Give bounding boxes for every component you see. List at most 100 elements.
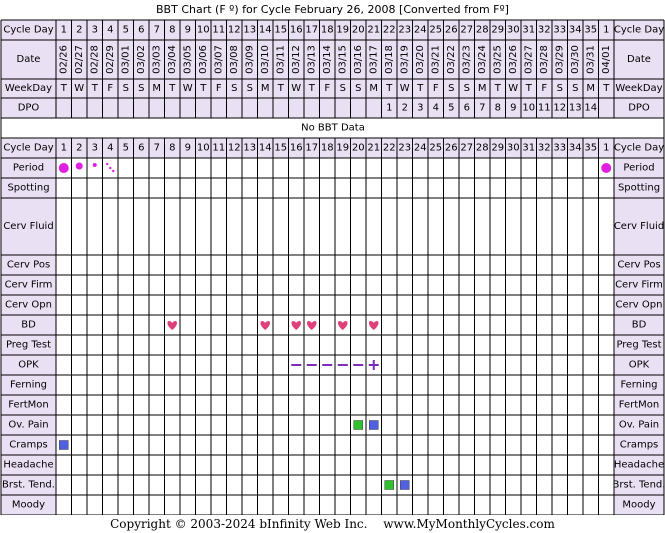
bd-heart-icon[interactable] [167, 321, 178, 330]
bd-heart-icon[interactable] [337, 321, 348, 330]
row-label-left-spotting: Spotting [7, 183, 49, 194]
row-label-left-cerv_pos: Cerv Pos [7, 260, 50, 271]
cycle-day-cell: 7 [154, 143, 160, 154]
dpo-cell: 2 [402, 103, 408, 114]
date-cell: 03/08 [229, 45, 240, 74]
bd-heart-icon[interactable] [291, 321, 302, 330]
breast-tenderness-marker[interactable] [384, 480, 394, 490]
date-cell: 03/28 [539, 45, 550, 74]
cycle-day-cell: 3 [92, 143, 98, 154]
cycle-day-cell: 1 [61, 143, 67, 154]
row-label-right-preg_test: Preg Test [616, 340, 661, 351]
row-label-right-cerv_fluid: Cerv Fluid [614, 221, 664, 232]
cycle-day-cell: 30 [507, 25, 520, 36]
ov-pain-marker[interactable] [353, 420, 363, 430]
row-label-right-ov_pain: Ov. Pain [619, 420, 659, 431]
row-label-right-cerv_pos: Cerv Pos [617, 260, 660, 271]
cycle-day-cell: 3 [92, 25, 98, 36]
cycle-day-cell: 10 [197, 143, 210, 154]
cycle-day-cell: 25 [429, 143, 442, 154]
opk-positive-icon[interactable] [368, 360, 379, 370]
cycle-day-cell: 31 [522, 143, 535, 154]
row-label-left-cramps: Cramps [9, 440, 48, 451]
weekday-cell: S [340, 83, 346, 94]
weekday-cell: S [464, 83, 470, 94]
weekday-cell: W [74, 83, 84, 94]
bd-heart-icon[interactable] [368, 321, 379, 330]
date-cell: 03/26 [508, 45, 519, 74]
cycle-day-cell: 10 [197, 25, 210, 36]
cycle-day-cell: 9 [185, 143, 191, 154]
cycle-day-cell: 27 [460, 143, 473, 154]
cycle-day-cell: 25 [429, 25, 442, 36]
cycle-day-cell: 21 [367, 143, 380, 154]
date-cell: 03/23 [461, 45, 472, 74]
dpo-cell: 11 [538, 103, 551, 114]
cycle-day-cell: 12 [228, 25, 241, 36]
weekday-cell: T [525, 83, 533, 94]
date-cell: 03/15 [337, 45, 348, 74]
row-label-right-bd: BD [632, 320, 647, 331]
date-cell: 03/05 [182, 45, 193, 74]
row-label-right-moody: Moody [622, 500, 655, 511]
cycle-day-cell: 29 [491, 25, 504, 36]
cramps-marker[interactable] [59, 440, 69, 450]
site-link[interactable]: www.MyMonthlyCycles.com [383, 517, 555, 531]
cycle-day-cell: 30 [507, 143, 520, 154]
cycle-day-cell: 6 [138, 25, 144, 36]
cycle-day-cell: 1 [603, 143, 609, 154]
row-label-left-opk: OPK [18, 360, 39, 371]
weekday-cell: M [152, 83, 161, 94]
no-bbt-message: No BBT Data [301, 123, 365, 134]
date-cell: 03/11 [275, 45, 286, 74]
cycle-day-cell: 1 [603, 25, 609, 36]
date-cell: 03/21 [430, 45, 441, 74]
period-spotting-marker[interactable] [106, 162, 115, 173]
row-label-right-weekday: WeekDay [615, 83, 662, 94]
cycle-day-cell: 18 [321, 143, 334, 154]
bd-heart-icon[interactable] [306, 321, 317, 330]
row-label-right-period: Period [623, 163, 654, 174]
row-label-left-cycle_day: Cycle Day [3, 25, 53, 36]
period-heavy-marker[interactable] [58, 163, 69, 173]
date-cell: 03/12 [291, 45, 302, 74]
row-label-left-brst_tend: Brst. Tend. [2, 480, 55, 491]
row-label-right-fertmon: FertMon [619, 400, 659, 411]
dpo-cell: 13 [569, 103, 582, 114]
cycle-day-cell: 16 [290, 143, 303, 154]
date-cell: 03/09 [244, 45, 255, 74]
cycle-day-cell: 19 [336, 143, 349, 154]
weekday-cell: T [416, 83, 424, 94]
period-light-marker[interactable] [92, 163, 97, 167]
weekday-cell: F [107, 83, 113, 94]
weekday-cell: T [199, 83, 207, 94]
row-label-left-date: Date [17, 54, 41, 65]
cycle-day-cell: 8 [169, 25, 175, 36]
ov-pain-marker[interactable] [369, 420, 379, 430]
date-cell: 03/31 [585, 45, 596, 74]
date-cell: 03/18 [384, 45, 395, 74]
cycle-day-cell: 17 [305, 25, 318, 36]
row-label-right-ferning: Ferning [620, 380, 657, 391]
cycle-day-cell: 9 [185, 25, 191, 36]
weekday-cell: S [557, 83, 563, 94]
weekday-cell: F [433, 83, 439, 94]
row-label-left-dpo: DPO [18, 103, 40, 114]
cycle-day-cell: 19 [336, 25, 349, 36]
weekday-cell: W [400, 83, 410, 94]
cycle-day-cell: 4 [107, 143, 113, 154]
cycle-day-cell: 13 [243, 25, 256, 36]
cycle-day-cell: 22 [383, 25, 396, 36]
weekday-cell: W [508, 83, 518, 94]
period-medium-marker[interactable] [75, 162, 83, 170]
cycle-day-cell: 33 [553, 143, 566, 154]
dpo-cell: 1 [386, 103, 392, 114]
breast-tenderness-marker[interactable] [400, 480, 410, 490]
row-label-left-cycle_day: Cycle Day [3, 143, 53, 154]
weekday-cell: T [91, 83, 99, 94]
bd-heart-icon[interactable] [260, 321, 271, 330]
date-cell: 02/29 [105, 45, 116, 74]
period-heavy-marker[interactable] [601, 163, 612, 173]
date-cell: 03/03 [151, 45, 162, 74]
